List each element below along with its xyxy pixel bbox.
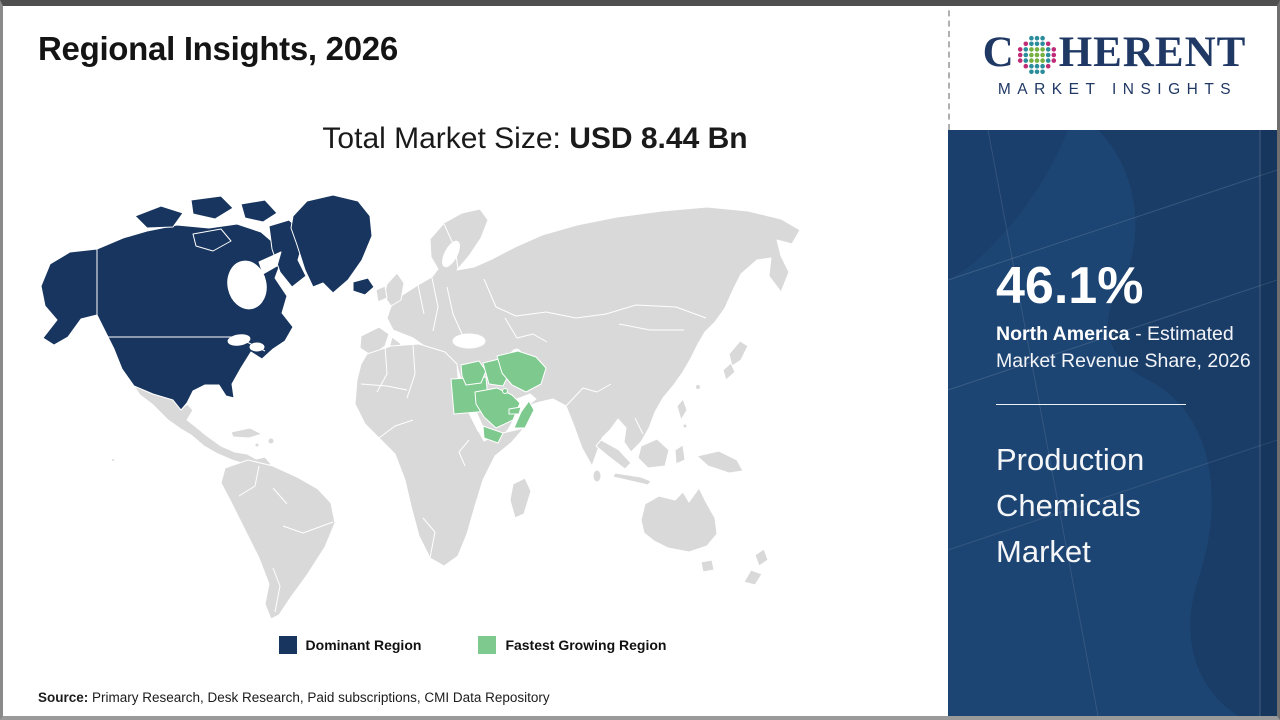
dominant-region-label: Dominant Region: [305, 637, 422, 653]
market-share-description: North America - Estimated Market Revenue…: [996, 321, 1253, 376]
map-taiwan: [695, 384, 701, 390]
market-share-region: North America: [996, 323, 1130, 345]
map-philippines: [676, 398, 688, 421]
map-iran: [496, 350, 547, 393]
map-japan-south: [722, 362, 736, 381]
map-tasmania: [700, 559, 715, 573]
sidebar-divider: [996, 403, 1186, 406]
map-cuba: [230, 427, 263, 439]
page-title: Regional Insights, 2026: [38, 30, 398, 67]
map-ireland: [375, 285, 388, 303]
map-australia: [640, 487, 718, 553]
map-borneo: [637, 438, 670, 469]
source-line: Source: Primary Research, Desk Research,…: [38, 690, 550, 705]
map-oman: [513, 400, 535, 429]
sidebar-map-texture: [948, 130, 1277, 716]
us-canada-border: [108, 336, 266, 352]
dominant-region-swatch: [278, 636, 297, 654]
sidebar-panel: 46.1% North America - Estimated Market R…: [948, 130, 1277, 716]
map-arctic-island-2: [190, 195, 234, 220]
map-uae: [508, 406, 522, 415]
map-jamaica: [254, 442, 260, 448]
map-levant: [460, 360, 487, 386]
dotted-globe-icon: [1017, 35, 1056, 74]
map-arctic-island-1: [134, 205, 184, 229]
logo-tagline: MARKET INSIGHTS: [997, 81, 1238, 98]
total-market-size-label: Total Market Size:: [322, 122, 570, 155]
map-sumatra: [595, 439, 632, 470]
map-region-north-america: [40, 194, 375, 411]
total-market-size-value: USD 8.44 Bn: [569, 122, 748, 155]
logo-word-end: HERENT: [1058, 29, 1247, 76]
legend-item-dominant: Dominant Region: [278, 636, 422, 654]
source-label: Source:: [38, 690, 89, 705]
map-country-borders: [238, 223, 707, 613]
map-south-america: [220, 459, 336, 620]
map-region-middle-east: [450, 350, 547, 444]
market-share-desc-text: - Estimated Market Revenue Share, 2026: [996, 323, 1251, 373]
logo-area: C: [948, 0, 1279, 130]
map-greenland: [290, 194, 373, 294]
fastest-growing-region-swatch: [478, 636, 497, 654]
map-mexico-central-america: [133, 385, 272, 470]
map-legend: Dominant Region Fastest Growing Region: [0, 636, 945, 654]
map-japan-north: [728, 340, 749, 367]
map-philippines-south: [682, 423, 688, 429]
map-madagascar: [509, 477, 532, 519]
total-market-size: Total Market Size: USD 8.44 Bn: [150, 122, 920, 156]
map-new-zealand-north: [754, 548, 769, 567]
map-sulawesi: [674, 444, 686, 465]
market-share-value: 46.1%: [996, 257, 1144, 315]
map-java: [612, 472, 652, 486]
fastest-growing-region-label: Fastest Growing Region: [505, 637, 667, 653]
hudson-bay: [227, 260, 267, 310]
source-text: Primary Research, Desk Research, Paid su…: [88, 690, 550, 705]
map-kuwait: [502, 388, 508, 394]
map-alaska: [40, 248, 98, 346]
map-yemen: [482, 425, 504, 444]
map-saudi-arabia: [474, 387, 521, 429]
map-iceland: [352, 277, 375, 296]
coherent-logo: C: [983, 31, 1247, 74]
logo-word-start: C: [982, 29, 1015, 76]
map-hispaniola: [267, 437, 275, 445]
black-sea: [452, 333, 486, 349]
map-canada-us: [96, 223, 294, 411]
map-new-zealand-south: [743, 569, 763, 586]
map-hawaii: [111, 458, 115, 462]
world-map: [40, 194, 801, 620]
map-arctic-island-3: [240, 199, 278, 223]
market-name: Production Chemicals Market: [996, 442, 1145, 569]
sidebar-content: 46.1% North America - Estimated Market R…: [948, 130, 1277, 575]
map-new-guinea: [696, 450, 744, 474]
legend-item-fastest-growing: Fastest Growing Region: [478, 636, 666, 654]
hudson-strait: [258, 251, 282, 275]
map-sri-lanka: [592, 469, 602, 483]
map-victoria-island: [192, 228, 232, 252]
